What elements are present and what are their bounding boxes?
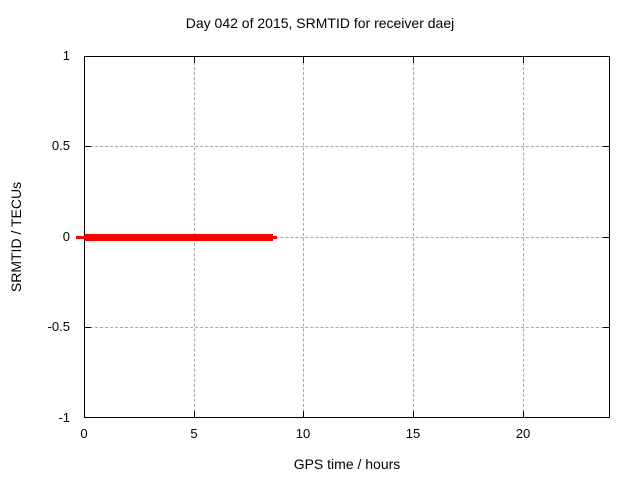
y-tick-label-m0p5: -0.5 [47, 319, 70, 334]
gridline-y-m0p5 [85, 327, 609, 328]
x-tick-label-0: 0 [80, 426, 88, 441]
series-srmtid-right-tip [273, 236, 277, 239]
y-tick-right-0p5 [603, 146, 609, 147]
y-tick-right-0 [603, 237, 609, 238]
gridline-x-15 [413, 57, 414, 417]
x-tick-bottom-20 [523, 411, 524, 417]
series-srmtid-line [85, 234, 273, 241]
x-tick-label-20: 20 [515, 426, 531, 441]
x-tick-bottom-10 [303, 411, 304, 417]
x-tick-top-20 [523, 57, 524, 63]
x-tick-top-15 [413, 57, 414, 63]
series-srmtid-left-dash [76, 236, 85, 239]
x-tick-top-10 [303, 57, 304, 63]
x-tick-bottom-15 [413, 411, 414, 417]
y-tick-label-0p5: 0.5 [51, 138, 70, 153]
y-tick-label-0: 0 [62, 229, 70, 244]
x-tick-label-10: 10 [295, 426, 311, 441]
gridline-y-0 [85, 237, 609, 238]
chart-title: Day 042 of 2015, SRMTID for receiver dae… [185, 15, 455, 31]
gridline-x-20 [523, 57, 524, 417]
gridline-x-10 [303, 57, 304, 417]
x-tick-label-5: 5 [190, 426, 198, 441]
x-tick-bottom-5 [194, 411, 195, 417]
y-tick-label-1: 1 [62, 48, 70, 63]
y-axis-label: SRMTID / TECUs [8, 181, 24, 293]
y-tick-right-m0p5 [603, 327, 609, 328]
x-tick-label-15: 15 [405, 426, 421, 441]
x-axis-label: GPS time / hours [293, 456, 401, 472]
gridline-y-0p5 [85, 146, 609, 147]
plot-area [76, 56, 610, 418]
y-tick-left-0p5 [85, 146, 91, 147]
y-tick-label-m1: -1 [58, 410, 70, 425]
y-tick-left-m0p5 [85, 327, 91, 328]
x-tick-top-5 [194, 57, 195, 63]
